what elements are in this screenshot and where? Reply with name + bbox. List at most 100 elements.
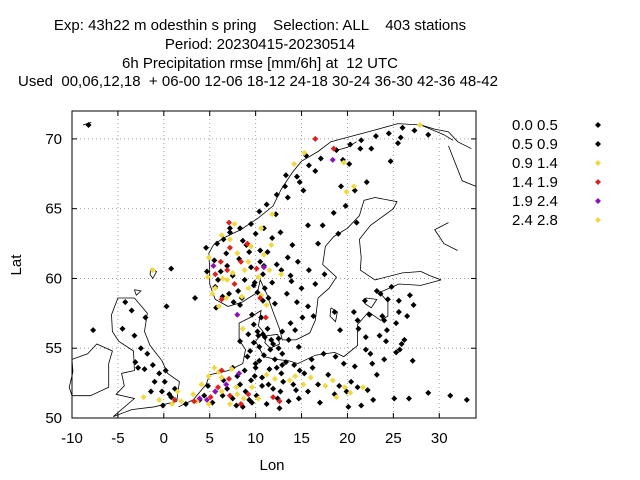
- data-point-series-0: [248, 221, 255, 228]
- data-point-series-0: [362, 346, 369, 353]
- data-point-series-0: [259, 374, 266, 381]
- data-point-series-0: [391, 395, 398, 402]
- y-tick-labels: 50 55 60 65 70: [45, 131, 62, 427]
- data-point-series-0: [258, 314, 265, 321]
- data-point-series-0: [361, 297, 368, 304]
- data-point-series-3: [276, 398, 283, 405]
- data-point-series-2: [218, 388, 225, 395]
- data-point-series-2: [347, 389, 354, 396]
- data-point-series-0: [248, 264, 255, 271]
- data-point-series-0: [405, 395, 412, 402]
- data-point-series-0: [376, 332, 383, 339]
- data-point-series-0: [294, 258, 301, 265]
- data-point-series-0: [219, 392, 226, 399]
- data-point-series-0: [264, 248, 271, 255]
- coastline: [420, 271, 442, 281]
- data-point-series-2: [245, 258, 252, 265]
- x-tick-label: 0: [160, 430, 168, 447]
- data-point-series-2: [226, 236, 233, 243]
- data-point-series-0: [290, 381, 297, 388]
- data-point-series-0: [135, 364, 142, 371]
- x-tick-label: 5: [206, 430, 214, 447]
- data-point-series-0: [235, 288, 242, 295]
- data-point-series-2: [211, 364, 218, 371]
- data-point-series-0: [203, 244, 210, 251]
- data-point-series-0: [151, 378, 158, 385]
- data-point-series-0: [256, 208, 263, 215]
- data-point-series-3: [226, 244, 233, 251]
- data-point-series-1: [338, 183, 345, 190]
- data-point-series-0: [368, 145, 375, 152]
- data-point-series-2: [233, 384, 240, 391]
- data-point-series-0: [259, 331, 266, 338]
- data-point-series-0: [393, 349, 400, 356]
- data-point-series-2: [149, 267, 156, 274]
- data-point-series-0: [330, 209, 337, 216]
- data-point-series-0: [315, 240, 322, 247]
- data-point-series-0: [304, 388, 311, 395]
- data-point-series-3: [224, 267, 231, 274]
- data-point-series-2: [292, 373, 299, 380]
- data-point-series-0: [263, 201, 270, 208]
- data-point-series-0: [357, 145, 364, 152]
- data-point-series-1: [141, 366, 148, 373]
- data-point-series-0: [241, 276, 248, 283]
- data-point-series-1: [214, 276, 221, 283]
- data-point-series-4: [260, 264, 267, 271]
- data-point-series-2: [263, 371, 270, 378]
- data-point-series-4: [236, 370, 243, 377]
- data-point-series-0: [383, 338, 390, 345]
- data-point-series-0: [248, 377, 255, 384]
- data-point-series-0: [354, 384, 361, 391]
- data-point-series-0: [366, 311, 373, 318]
- legend-label: 1.4 1.9: [512, 174, 558, 191]
- data-point-series-0: [381, 356, 388, 363]
- data-point-series-2: [240, 395, 247, 402]
- data-point-series-1: [239, 237, 246, 244]
- data-point-series-3: [171, 396, 178, 403]
- data-point-series-0: [244, 353, 251, 360]
- coastline: [68, 343, 113, 397]
- data-point-series-2: [341, 384, 348, 391]
- data-point-series-3: [262, 314, 269, 321]
- data-point-series-0: [237, 338, 244, 345]
- y-tick-label: 60: [45, 270, 62, 287]
- data-point-series-0: [217, 268, 224, 275]
- data-point-series-0: [388, 283, 395, 290]
- data-point-series-2: [218, 232, 225, 239]
- data-point-series-0: [161, 378, 168, 385]
- data-point-series-1: [237, 301, 244, 308]
- data-point-series-3: [218, 367, 225, 374]
- data-point-series-2: [226, 401, 233, 408]
- data-point-series-3: [270, 394, 277, 401]
- data-point-series-0: [280, 378, 287, 385]
- data-point-series-0: [267, 346, 274, 353]
- data-point-series-3: [253, 265, 260, 272]
- data-point-series-0: [250, 321, 257, 328]
- coastline-map: [68, 121, 477, 417]
- data-point-series-2: [333, 394, 340, 401]
- data-point-series-0: [292, 327, 299, 334]
- grid-lines: [71, 111, 476, 419]
- data-point-series-1: [379, 313, 386, 320]
- data-point-series-0: [257, 247, 264, 254]
- data-point-series-0: [144, 350, 151, 357]
- y-tick-label: 65: [45, 201, 62, 218]
- data-point-series-3: [231, 281, 238, 288]
- data-point-series-0: [122, 299, 129, 306]
- data-point-series-2: [416, 121, 423, 128]
- data-point-series-0: [245, 331, 252, 338]
- data-point-series-0: [223, 250, 230, 257]
- data-point-series-3: [191, 398, 198, 405]
- data-point-series-5: [263, 301, 270, 308]
- data-point-series-2: [350, 183, 357, 190]
- data-point-series-0: [128, 307, 135, 314]
- data-point-series-2: [255, 274, 262, 281]
- data-point-series-2: [209, 290, 216, 297]
- data-point-series-0: [348, 378, 355, 385]
- data-point-series-0: [132, 359, 139, 366]
- data-point-series-0: [273, 191, 280, 198]
- data-point-series-0: [301, 370, 308, 377]
- data-point-series-0: [355, 325, 362, 332]
- data-point-series-2: [301, 149, 308, 156]
